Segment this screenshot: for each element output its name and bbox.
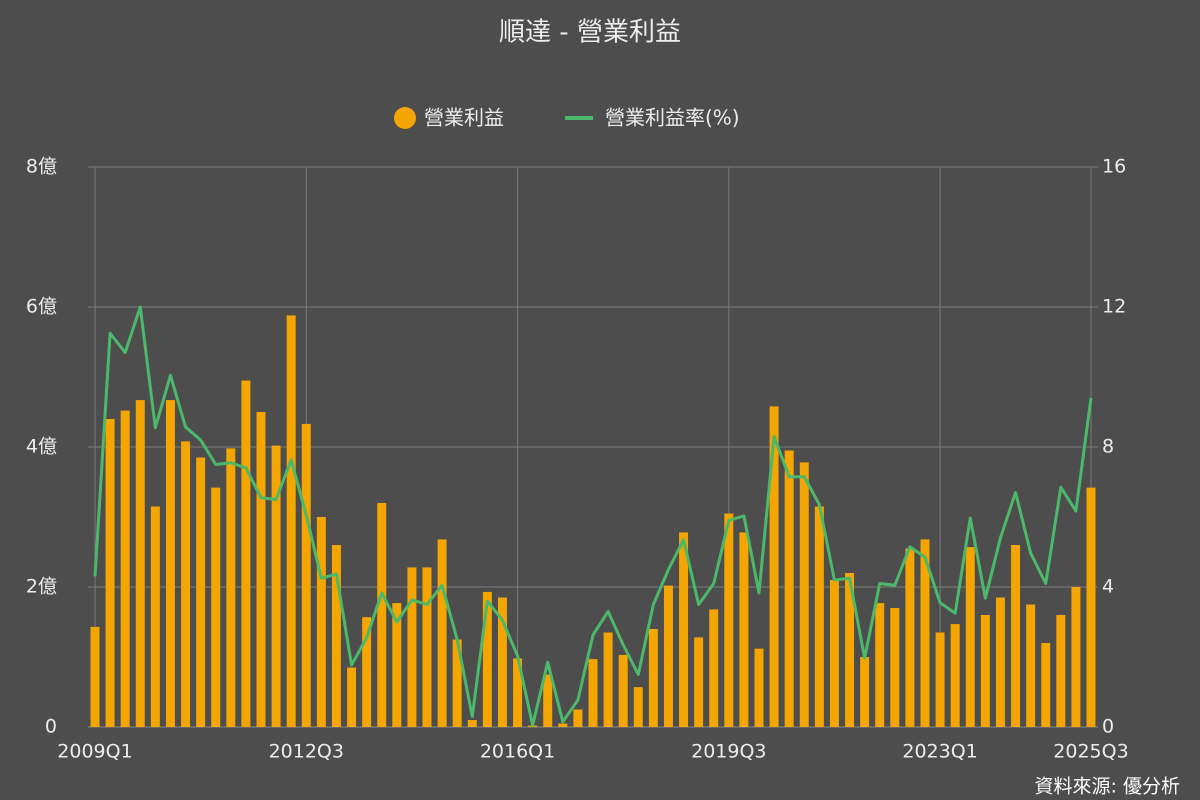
bar [543, 674, 553, 727]
legend-label: 營業利益率(%) [605, 106, 740, 130]
bar [573, 709, 583, 727]
bar [648, 629, 658, 727]
bar [482, 591, 492, 727]
bar [497, 597, 507, 727]
bar [814, 506, 824, 727]
bar [739, 532, 749, 727]
bar [120, 410, 130, 727]
bar [663, 585, 673, 727]
bar [196, 457, 206, 727]
x-tick-label: 2012Q3 [269, 741, 344, 763]
bar [286, 315, 296, 727]
bar [845, 573, 855, 727]
legend-marker [394, 107, 416, 129]
bar [754, 648, 764, 727]
bar [890, 608, 900, 727]
y-tick-label: 6億 [26, 296, 57, 318]
bar [316, 517, 326, 727]
bar [105, 419, 115, 727]
bar [995, 597, 1005, 727]
bar [694, 637, 704, 727]
bar [709, 609, 719, 727]
bar [603, 632, 613, 727]
bar [1026, 604, 1036, 727]
y2-tick-label: 4 [1102, 576, 1114, 598]
bar [452, 639, 462, 727]
bar [558, 723, 568, 727]
bar [271, 445, 281, 727]
bar [90, 626, 100, 727]
bar [860, 657, 870, 727]
bar [165, 400, 175, 727]
bar [513, 658, 523, 727]
source-note: 資料來源: 優分析 [1035, 776, 1180, 798]
bar [422, 567, 432, 727]
bar [211, 487, 221, 727]
bar [875, 603, 885, 727]
bar [769, 406, 779, 727]
x-tick-label: 2023Q1 [902, 741, 977, 763]
chart-title: 順達 - 營業利益 [499, 18, 681, 48]
bar [241, 380, 251, 727]
bar [980, 615, 990, 727]
y2-tick-label: 12 [1102, 296, 1126, 318]
bar [331, 545, 341, 727]
bar [347, 667, 357, 727]
bar [392, 603, 402, 727]
bar [135, 400, 145, 727]
bar [679, 532, 689, 727]
y-tick-label: 0 [45, 716, 57, 738]
bar [226, 448, 236, 727]
bar [905, 548, 915, 727]
bar [618, 654, 628, 727]
y-tick-label: 8億 [26, 156, 57, 178]
y-tick-label: 2億 [26, 576, 57, 598]
bar [256, 412, 266, 727]
x-tick-label: 2016Q1 [480, 741, 555, 763]
bar [1071, 587, 1081, 727]
legend-label: 營業利益 [424, 106, 504, 130]
bar [588, 659, 598, 727]
bar [362, 617, 372, 727]
x-tick-label: 2025Q3 [1053, 741, 1128, 763]
y2-tick-label: 8 [1102, 436, 1114, 458]
bar [301, 423, 311, 727]
bar [1041, 643, 1051, 727]
bar [829, 580, 839, 727]
bar [784, 450, 794, 727]
bar [799, 462, 809, 727]
y2-tick-label: 0 [1102, 716, 1114, 738]
bar [377, 503, 387, 727]
bar [181, 441, 191, 727]
y-tick-label: 4億 [26, 436, 57, 458]
line-series [93, 305, 1093, 727]
bar [965, 547, 975, 727]
bar [950, 624, 960, 727]
bar [437, 539, 447, 727]
y2-tick-label: 16 [1102, 156, 1126, 178]
bar [467, 720, 477, 727]
x-tick-label: 2019Q3 [691, 741, 766, 763]
bar [724, 513, 734, 727]
bar [150, 506, 160, 727]
x-tick-label: 2009Q1 [57, 741, 132, 763]
bar [920, 539, 930, 727]
bar [407, 567, 417, 727]
bar [1086, 487, 1096, 727]
bar [1011, 545, 1021, 727]
bar [935, 632, 945, 727]
bar [633, 687, 643, 727]
bar [1056, 615, 1066, 727]
